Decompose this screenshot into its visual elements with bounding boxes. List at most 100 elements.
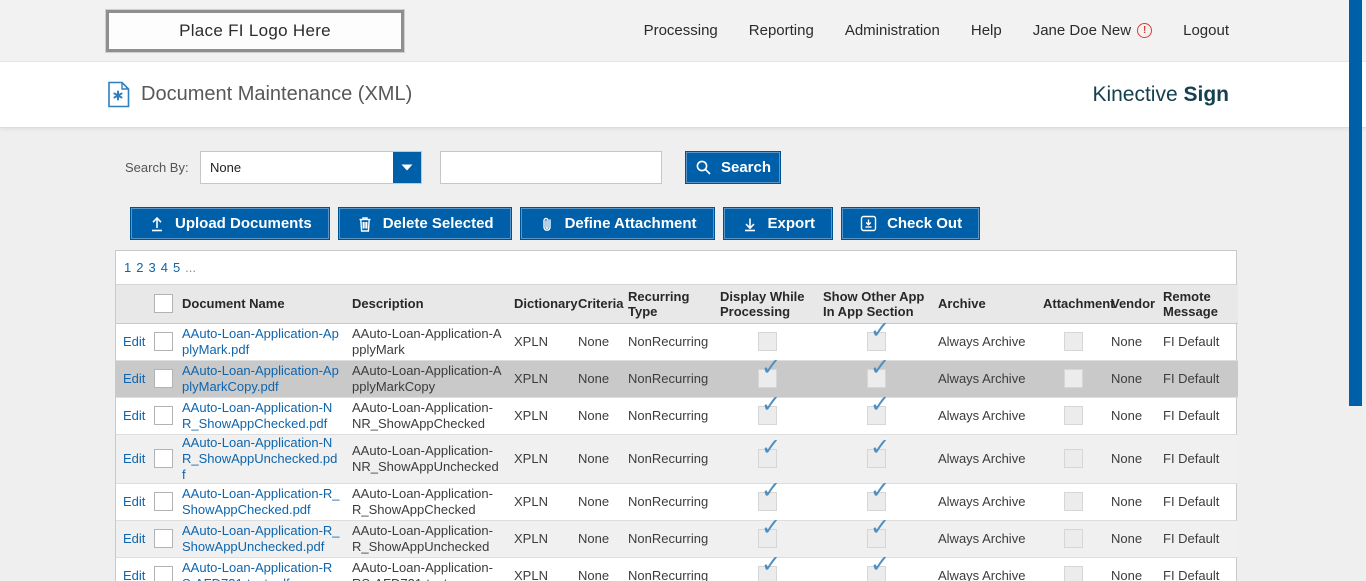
document-name-link[interactable]: AAuto-Loan-Application-ApplyMarkCopy.pdf <box>182 362 339 394</box>
header-select-all <box>154 285 182 324</box>
description-cell: AAuto-Loan-Application-R_ShowAppUnchecke… <box>352 520 514 558</box>
search-by-dropdown[interactable]: None <box>200 151 422 184</box>
nav-processing[interactable]: Processing <box>643 22 718 39</box>
nav-administration[interactable]: Administration <box>844 22 940 39</box>
criteria-cell: None <box>578 434 628 484</box>
nav-help[interactable]: Help <box>970 22 1002 39</box>
dictionary-cell: XPLN <box>514 483 578 521</box>
row-select-checkbox[interactable] <box>154 332 173 351</box>
toolbar-button-label: Delete Selected <box>382 215 494 232</box>
display-while-processing-checkbox[interactable] <box>758 483 781 511</box>
fi-logo-text: Place FI Logo Here <box>179 20 331 40</box>
show-other-app-checkbox[interactable] <box>867 557 890 581</box>
description-cell: AAuto-Loan-Application-NR_ShowAppUncheck… <box>352 434 514 484</box>
export-button[interactable]: Export <box>722 207 834 240</box>
top-bar: Place FI Logo Here Processing Reporting … <box>0 0 1366 62</box>
select-all-checkbox[interactable] <box>154 294 173 314</box>
page-link-4[interactable]: 4 <box>160 260 168 275</box>
upload-documents-button[interactable]: Upload Documents <box>130 207 330 240</box>
page-link-3[interactable]: 3 <box>148 260 156 275</box>
edit-link[interactable]: Edit <box>123 450 146 466</box>
show-other-app-checkbox[interactable] <box>867 397 890 425</box>
attachment-checkbox[interactable] <box>1063 566 1083 581</box>
search-button[interactable]: Search <box>685 151 781 184</box>
row-select-checkbox[interactable] <box>154 492 173 511</box>
upload-icon <box>152 216 162 231</box>
search-input[interactable] <box>440 151 662 184</box>
nav-reporting[interactable]: Reporting <box>748 22 814 39</box>
show-other-app-checkbox[interactable] <box>867 483 890 511</box>
edit-link[interactable]: Edit <box>123 493 146 509</box>
header-dictionary: Dictionary <box>514 285 578 324</box>
nav-logout[interactable]: Logout <box>1183 22 1229 39</box>
check-out-button[interactable]: Check Out <box>841 207 981 240</box>
archive-cell: Always Archive <box>938 323 1043 361</box>
vertical-scrollbar-thumb[interactable] <box>1349 0 1362 406</box>
row-select-checkbox[interactable] <box>154 566 173 581</box>
page-link-more[interactable]: ... <box>185 260 197 275</box>
dictionary-cell: XPLN <box>514 557 578 581</box>
brand-logo: Kinective Sign <box>1092 82 1229 106</box>
header-show-other-app: Show Other App In App Section <box>823 285 938 324</box>
document-name-link[interactable]: AAuto-Loan-Application-R_ShowAppChecked.… <box>182 485 340 517</box>
dropdown-toggle-button[interactable] <box>393 152 421 183</box>
page-link-2[interactable]: 2 <box>136 260 144 275</box>
show-other-app-checkbox[interactable] <box>867 520 890 548</box>
row-select-checkbox[interactable] <box>154 369 173 388</box>
display-while-processing-checkbox[interactable] <box>758 397 781 425</box>
archive-cell: Always Archive <box>938 397 1043 435</box>
recurring-type-cell: NonRecurring <box>628 323 720 361</box>
table-header-row: Document Name Description Dictionary Cri… <box>116 285 1238 324</box>
document-name-link[interactable]: AAuto-Loan-Application-RS-AFD731-test.pd… <box>182 559 333 581</box>
exclamation-circle-icon: ! <box>1137 23 1153 38</box>
page-link-1[interactable]: 1 <box>124 260 132 275</box>
documents-table: Document Name Description Dictionary Cri… <box>116 285 1238 581</box>
edit-link[interactable]: Edit <box>123 333 146 349</box>
show-other-app-checkbox[interactable] <box>867 360 890 388</box>
edit-link[interactable]: Edit <box>123 370 146 386</box>
dictionary-cell: XPLN <box>514 323 578 361</box>
criteria-cell: None <box>578 397 628 435</box>
search-by-selected-value: None <box>210 160 242 175</box>
attachment-checkbox[interactable] <box>1063 529 1083 548</box>
archive-cell: Always Archive <box>938 520 1043 558</box>
row-select-checkbox[interactable] <box>154 406 173 425</box>
main-content: Search By: None Search Uplo <box>0 128 1366 581</box>
remote-message-cell: FI Default <box>1163 483 1238 521</box>
criteria-cell: None <box>578 323 628 361</box>
row-select-checkbox[interactable] <box>154 449 173 468</box>
attachment-checkbox[interactable] <box>1063 492 1083 511</box>
display-while-processing-checkbox[interactable] <box>758 332 777 351</box>
edit-link[interactable]: Edit <box>123 567 146 581</box>
header-remote-message: Remote Message <box>1163 285 1238 324</box>
xml-document-icon <box>108 81 130 108</box>
page-link-5[interactable]: 5 <box>172 260 181 275</box>
criteria-cell: None <box>578 483 628 521</box>
toolbar: Upload Documents Delete Selected Define … <box>130 207 1366 240</box>
document-name-link[interactable]: AAuto-Loan-Application-NR_ShowAppChecked… <box>182 399 333 431</box>
recurring-type-cell: NonRecurring <box>628 360 720 398</box>
edit-link[interactable]: Edit <box>123 407 146 423</box>
delete-selected-button[interactable]: Delete Selected <box>337 207 512 240</box>
header-archive: Archive <box>938 285 1043 324</box>
display-while-processing-checkbox[interactable] <box>758 557 781 581</box>
edit-link[interactable]: Edit <box>123 530 146 546</box>
attachment-checkbox[interactable] <box>1063 369 1083 388</box>
row-select-checkbox[interactable] <box>154 529 173 548</box>
show-other-app-checkbox[interactable] <box>867 323 890 351</box>
display-while-processing-checkbox[interactable] <box>758 360 781 388</box>
display-while-processing-checkbox[interactable] <box>758 520 781 548</box>
document-name-link[interactable]: AAuto-Loan-Application-NR_ShowAppUncheck… <box>182 434 338 482</box>
document-name-link[interactable]: AAuto-Loan-Application-ApplyMark.pdf <box>182 325 339 357</box>
define-attachment-button[interactable]: Define Attachment <box>519 207 715 240</box>
trash-icon <box>359 216 371 232</box>
display-while-processing-checkbox[interactable] <box>758 440 781 468</box>
attachment-checkbox[interactable] <box>1063 332 1083 351</box>
nav-user-menu[interactable]: Jane Doe New ! <box>1033 22 1153 39</box>
vendor-cell: None <box>1111 557 1163 581</box>
attachment-checkbox[interactable] <box>1063 406 1083 425</box>
attachment-checkbox[interactable] <box>1063 449 1083 468</box>
documents-table-container: 1 2 3 4 5 ... Document Name Description … <box>115 250 1238 581</box>
document-name-link[interactable]: AAuto-Loan-Application-R_ShowAppUnchecke… <box>182 522 340 554</box>
show-other-app-checkbox[interactable] <box>867 440 890 468</box>
